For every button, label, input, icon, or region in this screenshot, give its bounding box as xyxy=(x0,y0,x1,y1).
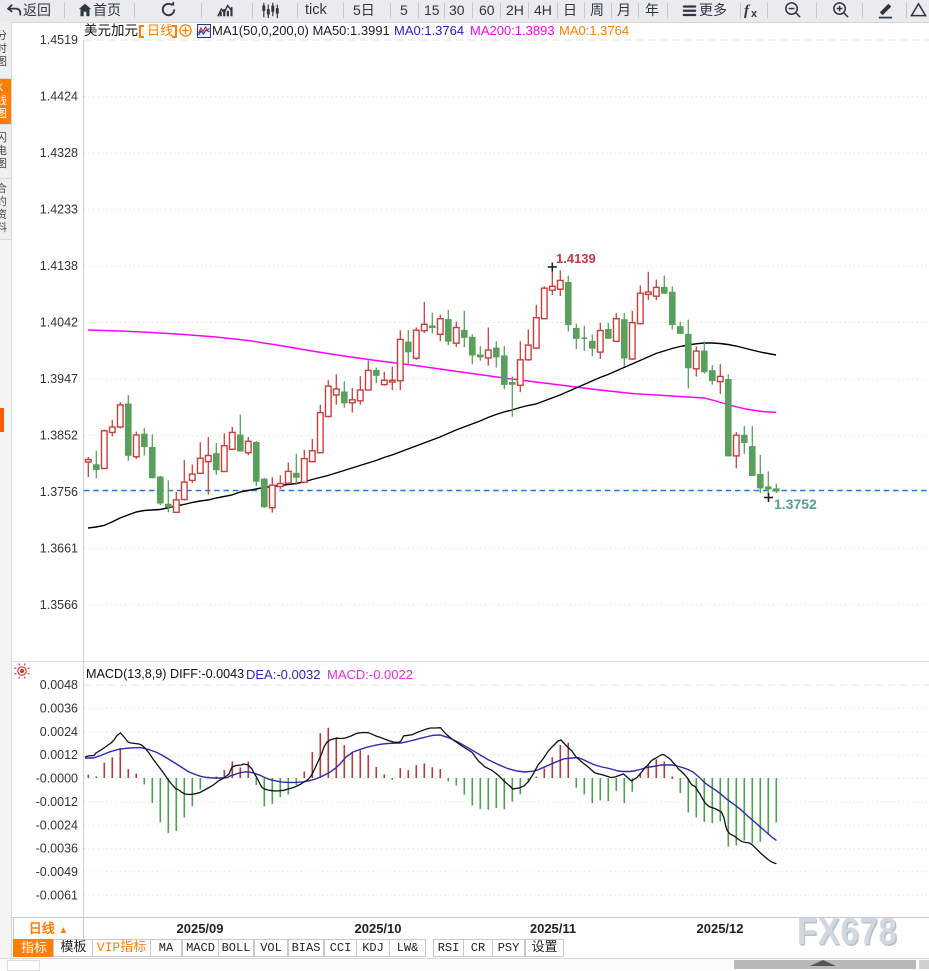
svg-text:-0.0012: -0.0012 xyxy=(36,795,78,809)
svg-text:-0.0036: -0.0036 xyxy=(36,842,78,856)
svg-text:0.0012: 0.0012 xyxy=(40,748,78,762)
svg-text:f: f xyxy=(744,3,751,19)
svg-text:2025/11: 2025/11 xyxy=(530,921,576,936)
svg-text:1.3756: 1.3756 xyxy=(40,485,78,499)
svg-text:1.4139: 1.4139 xyxy=(556,251,596,266)
svg-text:1.4233: 1.4233 xyxy=(40,203,78,217)
svg-text:1.3852: 1.3852 xyxy=(40,429,78,443)
svg-text:1.4042: 1.4042 xyxy=(40,316,78,330)
svg-text:1.3661: 1.3661 xyxy=(40,542,78,556)
svg-text:1.3752: 1.3752 xyxy=(774,496,817,512)
svg-text:-0.0061: -0.0061 xyxy=(36,888,78,902)
svg-text:x: x xyxy=(751,8,758,20)
svg-text:0.0024: 0.0024 xyxy=(40,725,78,739)
svg-text:1.4424: 1.4424 xyxy=(40,90,78,104)
svg-text:2025/12: 2025/12 xyxy=(697,921,744,936)
svg-text:1.4519: 1.4519 xyxy=(40,33,78,47)
svg-text:0.0036: 0.0036 xyxy=(40,702,78,716)
svg-text:1.3566: 1.3566 xyxy=(40,598,78,612)
svg-text:1.4328: 1.4328 xyxy=(40,146,78,160)
svg-text:-0.0049: -0.0049 xyxy=(36,865,78,879)
svg-text:2025/09: 2025/09 xyxy=(177,921,224,936)
svg-text:1.4138: 1.4138 xyxy=(40,259,78,273)
svg-text:-0.0024: -0.0024 xyxy=(36,818,78,832)
svg-text:1.3947: 1.3947 xyxy=(40,372,78,386)
svg-text:2025/10: 2025/10 xyxy=(355,921,402,936)
svg-text:0.0048: 0.0048 xyxy=(40,678,78,692)
svg-text:-0.0000: -0.0000 xyxy=(36,772,78,786)
